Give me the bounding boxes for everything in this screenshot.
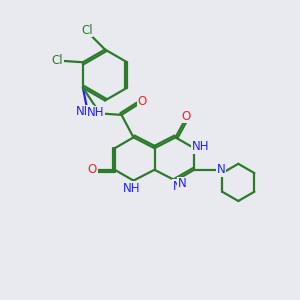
Text: NH: NH	[123, 182, 141, 195]
Text: O: O	[138, 95, 147, 108]
Text: Cl: Cl	[52, 54, 63, 67]
Text: O: O	[182, 110, 190, 123]
Text: N: N	[172, 179, 182, 193]
Text: NH: NH	[76, 105, 93, 118]
Text: NH: NH	[192, 140, 210, 153]
Text: N: N	[217, 163, 226, 176]
Text: O: O	[88, 163, 97, 176]
Text: N: N	[178, 177, 187, 190]
Text: Cl: Cl	[81, 23, 93, 37]
Text: N: N	[195, 140, 204, 153]
Text: NH: NH	[87, 106, 104, 119]
